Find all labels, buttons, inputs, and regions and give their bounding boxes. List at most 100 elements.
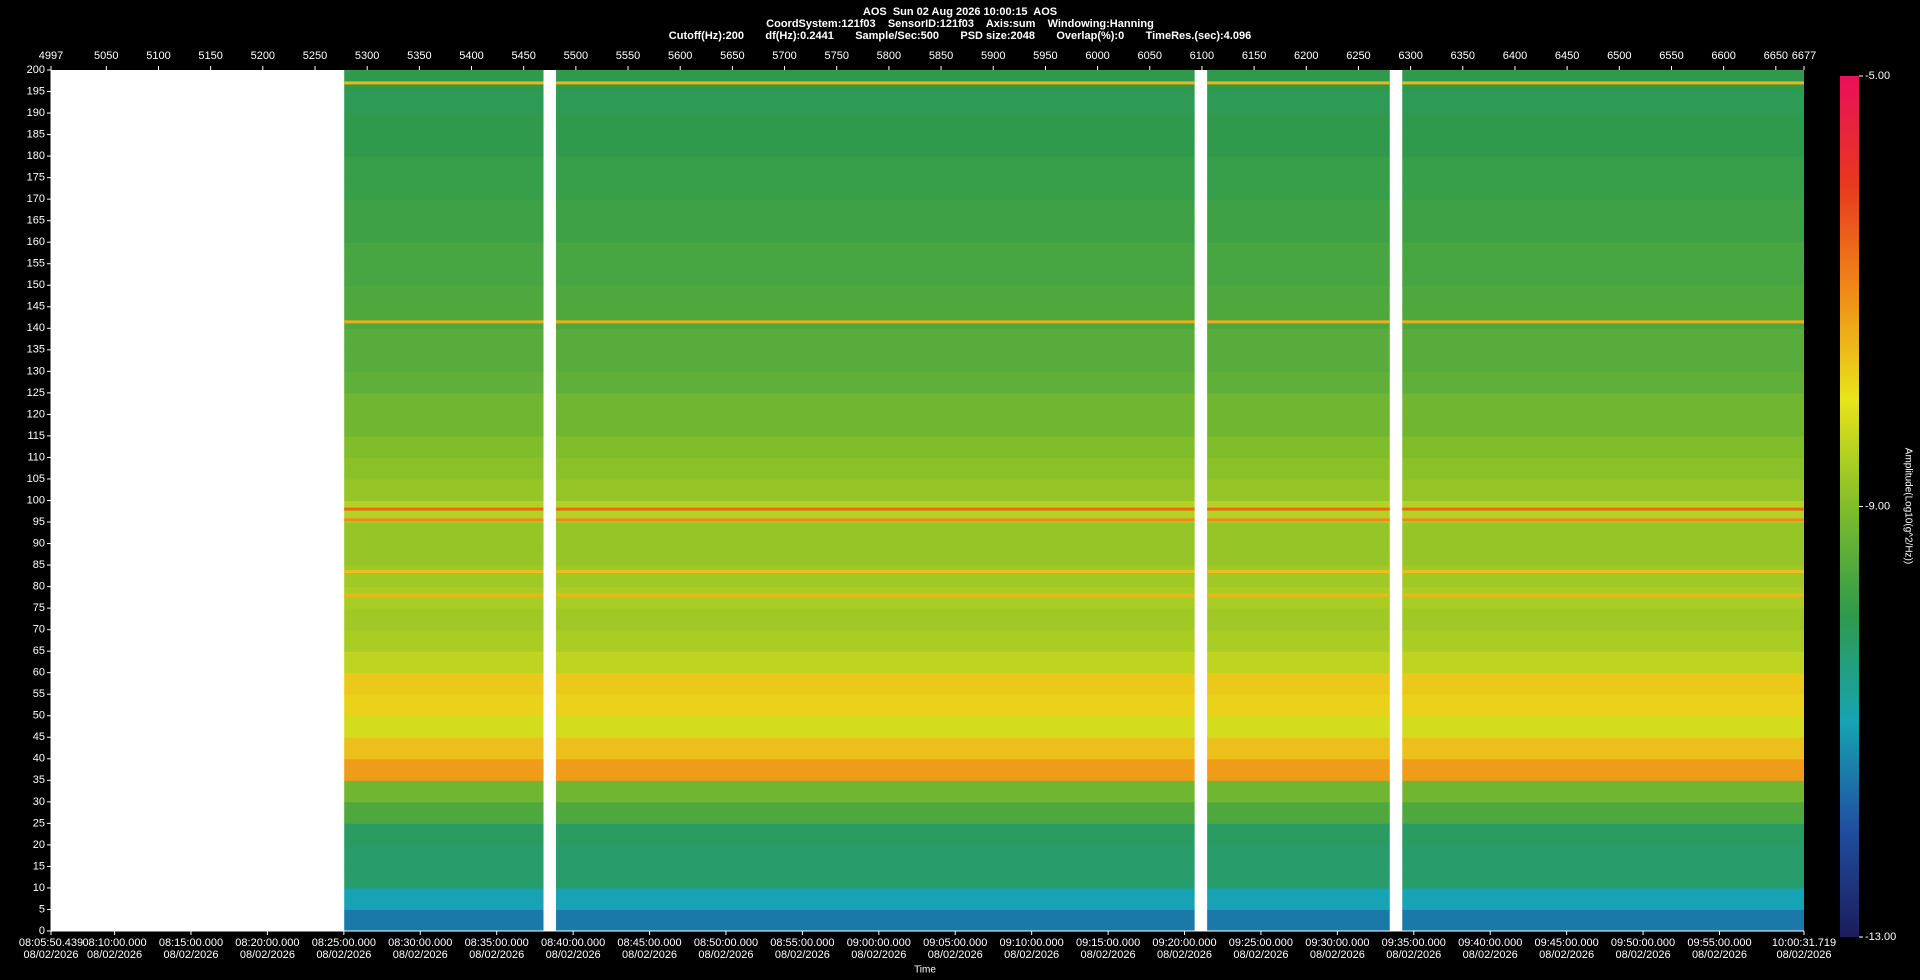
spectral-line	[556, 518, 1195, 522]
heatmap-cell	[344, 629, 544, 652]
heatmap-cell	[1402, 478, 1804, 501]
heatmap-cell	[556, 522, 1195, 545]
x-tick-label: 5400	[459, 50, 483, 62]
spectral-line	[1207, 570, 1390, 574]
chart-subtitle: CoordSystem:121f03 SensorID:121f03 Axis:…	[766, 18, 1154, 30]
x-tick-label: 5900	[981, 50, 1005, 62]
heatmap-cell	[1402, 887, 1804, 910]
spectral-line	[344, 570, 544, 574]
heatmap-cell	[1402, 328, 1804, 351]
y-tick-label: 100	[27, 494, 45, 506]
heatmap-cell	[1402, 608, 1804, 631]
x-time-tick-label: 09:10:00.000 08/02/2026	[999, 937, 1064, 961]
heatmap-cell	[344, 392, 544, 415]
y-tick-label: 165	[27, 215, 45, 227]
heatmap-cell	[1207, 543, 1390, 566]
heatmap-cell	[556, 629, 1195, 652]
y-tick-label: 95	[33, 516, 45, 528]
x-tick-label: 6050	[1138, 50, 1162, 62]
x-time-tick-label: 09:20:00.000 08/02/2026	[1152, 937, 1217, 961]
heatmap-cell	[1402, 285, 1804, 308]
heatmap-cell	[556, 113, 1195, 136]
spectral-line	[1207, 81, 1390, 85]
heatmap-cell	[556, 328, 1195, 351]
y-tick-label: 75	[33, 602, 45, 614]
spectral-line	[344, 81, 544, 85]
x-tick-label: 6000	[1085, 50, 1109, 62]
y-tick-label: 130	[27, 365, 45, 377]
y-tick-label: 180	[27, 150, 45, 162]
x-time-tick-label: 09:30:00.000 08/02/2026	[1305, 937, 1370, 961]
heatmap-cell	[1402, 758, 1804, 781]
x-time-tick-label: 08:05:50.439 08/02/2026	[18, 937, 84, 961]
heatmap-cell	[1207, 435, 1390, 458]
heatmap-cell	[1207, 392, 1390, 415]
heatmap-cell	[1402, 113, 1804, 136]
heatmap-cell	[1402, 651, 1804, 674]
heatmap-cell	[1207, 478, 1390, 501]
y-tick-label: 125	[27, 387, 45, 399]
heatmap-cell	[1207, 758, 1390, 781]
x-time-tick-label: 08:10:00.000 08/02/2026	[82, 937, 147, 961]
spectral-line	[1402, 518, 1804, 522]
heatmap-cell	[1402, 522, 1804, 545]
colorbar	[1840, 76, 1859, 937]
x-time-tick-label: 08:35:00.000 08/02/2026	[464, 937, 529, 961]
heatmap-cell	[1402, 457, 1804, 480]
heatmap-cell	[556, 70, 1195, 93]
spectral-line	[1207, 507, 1390, 511]
x-time-tick-label: 08:45:00.000 08/02/2026	[617, 937, 682, 961]
heatmap-cell	[344, 866, 544, 889]
y-tick-label: 195	[27, 85, 45, 97]
heatmap-cell	[1402, 844, 1804, 867]
heatmap-cell	[556, 909, 1195, 932]
spectral-line	[1402, 81, 1804, 85]
heatmap-cell	[1402, 715, 1804, 738]
y-tick-label: 30	[33, 796, 45, 808]
heatmap-cell	[1207, 672, 1390, 695]
spectral-line	[1207, 320, 1390, 324]
heatmap-cell	[344, 156, 544, 179]
y-tick-label: 80	[33, 581, 45, 593]
x-tick-label: 5950	[1033, 50, 1057, 62]
heatmap-cell	[344, 328, 544, 351]
heatmap-cell	[1402, 349, 1804, 372]
heatmap-cell	[1402, 242, 1804, 265]
heatmap-cell	[1207, 306, 1390, 329]
x-tick-label: 5250	[303, 50, 327, 62]
chart-title: AOS Sun 02 Aug 2026 10:00:15 AOS	[863, 6, 1057, 18]
y-tick-label: 60	[33, 667, 45, 679]
x-tick-label: 5550	[616, 50, 640, 62]
x-tick-label: 5300	[355, 50, 379, 62]
heatmap-cell	[556, 737, 1195, 760]
heatmap-cell	[1402, 371, 1804, 394]
heatmap-cell	[1207, 371, 1390, 394]
heatmap-cell	[1207, 801, 1390, 824]
y-tick-label: 120	[27, 408, 45, 420]
heatmap-cell	[344, 91, 544, 114]
heatmap-cell	[344, 349, 544, 372]
colorbar-label: Amplitude(Log10(g^2/Hz))	[1902, 448, 1913, 564]
x-time-tick-label: 08:15:00.000 08/02/2026	[158, 937, 224, 961]
x-tick-label: 5200	[251, 50, 275, 62]
heatmap-cell	[1207, 263, 1390, 286]
spectral-line	[344, 518, 544, 522]
heatmap-cell	[344, 263, 544, 286]
heatmap-cell	[344, 608, 544, 631]
heatmap-cell	[1402, 435, 1804, 458]
x-tick-label: 6650	[1764, 50, 1788, 62]
spectral-line	[344, 593, 544, 597]
y-tick-label: 25	[33, 817, 45, 829]
colorbar-tick-label: -9.00	[1865, 500, 1890, 512]
x-tick-label: 6400	[1503, 50, 1527, 62]
heatmap-cell	[1207, 242, 1390, 265]
heatmap-cell	[1402, 306, 1804, 329]
heatmap-cell	[556, 177, 1195, 200]
x-time-tick-label: 09:40:00.000 08/02/2026	[1458, 937, 1523, 961]
spectral-line	[556, 570, 1195, 574]
heatmap-cell	[556, 780, 1195, 803]
heatmap-cell	[556, 349, 1195, 372]
heatmap-cell	[1207, 715, 1390, 738]
heatmap-cell	[344, 306, 544, 329]
